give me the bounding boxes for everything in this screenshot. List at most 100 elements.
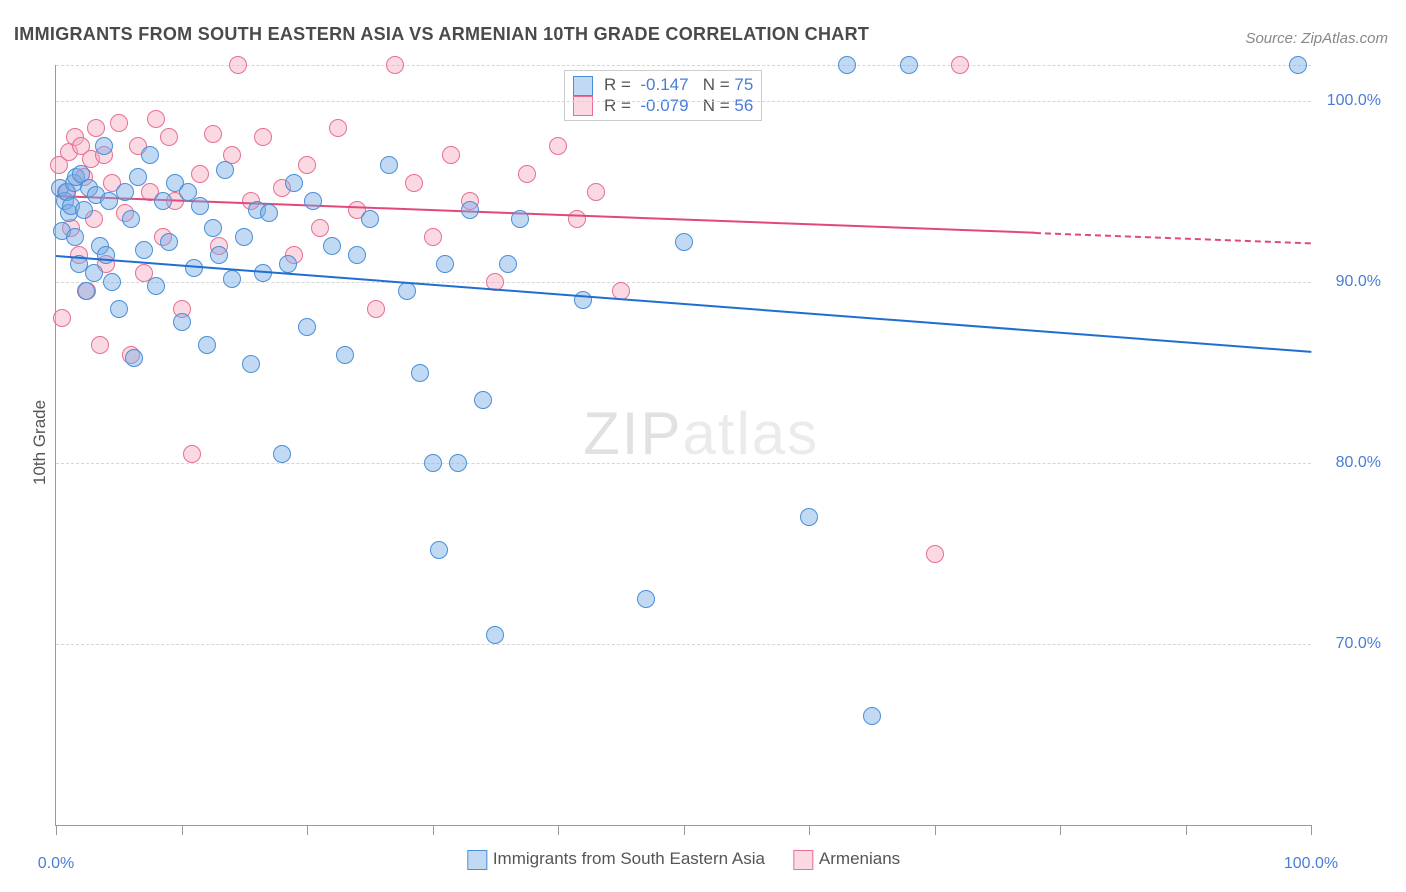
scatter-point	[210, 246, 228, 264]
scatter-point	[424, 454, 442, 472]
scatter-point	[135, 241, 153, 259]
scatter-point	[103, 273, 121, 291]
legend-swatch	[467, 850, 487, 870]
scatter-point	[499, 255, 517, 273]
scatter-point	[298, 156, 316, 174]
x-tick-label: 100.0%	[1284, 855, 1338, 873]
scatter-point	[173, 313, 191, 331]
scatter-point	[926, 545, 944, 563]
scatter-point	[254, 128, 272, 146]
scatter-point	[223, 270, 241, 288]
scatter-point	[511, 210, 529, 228]
scatter-point	[348, 246, 366, 264]
scatter-point	[518, 165, 536, 183]
scatter-point	[125, 349, 143, 367]
grid-line	[56, 282, 1311, 283]
scatter-point	[1289, 56, 1307, 74]
scatter-point	[398, 282, 416, 300]
r-value: -0.147	[640, 75, 688, 94]
source-attribution: Source: ZipAtlas.com	[1245, 30, 1388, 47]
scatter-point	[77, 282, 95, 300]
scatter-point	[411, 364, 429, 382]
scatter-point	[900, 56, 918, 74]
scatter-point	[637, 590, 655, 608]
x-tick-label: 0.0%	[38, 855, 74, 873]
stats-legend-box: R = -0.147 N = 75 R = -0.079 N = 56	[564, 70, 762, 121]
scatter-point	[95, 137, 113, 155]
scatter-point	[430, 541, 448, 559]
scatter-point	[386, 56, 404, 74]
scatter-point	[160, 233, 178, 251]
x-tick	[558, 825, 559, 835]
x-tick	[935, 825, 936, 835]
scatter-point	[486, 273, 504, 291]
x-tick	[684, 825, 685, 835]
scatter-point	[216, 161, 234, 179]
legend-item: Armenians	[793, 849, 900, 868]
scatter-point	[204, 125, 222, 143]
scatter-point	[110, 114, 128, 132]
scatter-point	[336, 346, 354, 364]
y-tick-label: 90.0%	[1336, 273, 1381, 291]
scatter-point	[183, 445, 201, 463]
scatter-point	[568, 210, 586, 228]
scatter-point	[185, 259, 203, 277]
scatter-point	[273, 445, 291, 463]
scatter-point	[191, 197, 209, 215]
x-tick	[809, 825, 810, 835]
scatter-point	[229, 56, 247, 74]
scatter-point	[461, 201, 479, 219]
scatter-point	[254, 264, 272, 282]
scatter-point	[91, 336, 109, 354]
scatter-point	[311, 219, 329, 237]
scatter-point	[549, 137, 567, 155]
scatter-point	[147, 110, 165, 128]
scatter-point	[53, 309, 71, 327]
scatter-point	[449, 454, 467, 472]
legend-item: Immigrants from South Eastern Asia	[467, 849, 765, 868]
scatter-point	[191, 165, 209, 183]
x-axis-series-legend: Immigrants from South Eastern Asia Armeni…	[467, 849, 900, 870]
scatter-point	[100, 192, 118, 210]
scatter-point	[424, 228, 442, 246]
scatter-point	[235, 228, 253, 246]
x-tick	[56, 825, 57, 835]
scatter-point	[951, 56, 969, 74]
scatter-point	[367, 300, 385, 318]
scatter-point	[587, 183, 605, 201]
legend-swatch	[573, 76, 593, 96]
scatter-point	[675, 233, 693, 251]
scatter-point	[838, 56, 856, 74]
scatter-point	[279, 255, 297, 273]
chart-title: IMMIGRANTS FROM SOUTH EASTERN ASIA VS AR…	[14, 24, 869, 45]
scatter-point	[442, 146, 460, 164]
x-tick	[1186, 825, 1187, 835]
scatter-point	[436, 255, 454, 273]
scatter-point	[75, 201, 93, 219]
scatter-point	[66, 228, 84, 246]
scatter-point	[323, 237, 341, 255]
trend-line	[56, 255, 1311, 353]
scatter-point	[863, 707, 881, 725]
legend-swatch	[793, 850, 813, 870]
stats-row: R = -0.079 N = 56	[573, 96, 753, 117]
trend-line	[1035, 232, 1311, 244]
scatter-point	[141, 146, 159, 164]
scatter-point	[260, 204, 278, 222]
scatter-point	[298, 318, 316, 336]
scatter-point	[361, 210, 379, 228]
x-tick	[1060, 825, 1061, 835]
n-value: 56	[734, 96, 753, 115]
scatter-point	[198, 336, 216, 354]
scatter-point	[486, 626, 504, 644]
scatter-point	[285, 174, 303, 192]
scatter-point	[122, 210, 140, 228]
watermark: ZIPatlas	[583, 399, 819, 468]
scatter-point	[329, 119, 347, 137]
scatter-point	[154, 192, 172, 210]
y-tick-label: 70.0%	[1336, 635, 1381, 653]
y-tick-label: 80.0%	[1336, 454, 1381, 472]
n-value: 75	[734, 75, 753, 94]
x-tick	[307, 825, 308, 835]
scatter-point	[97, 246, 115, 264]
